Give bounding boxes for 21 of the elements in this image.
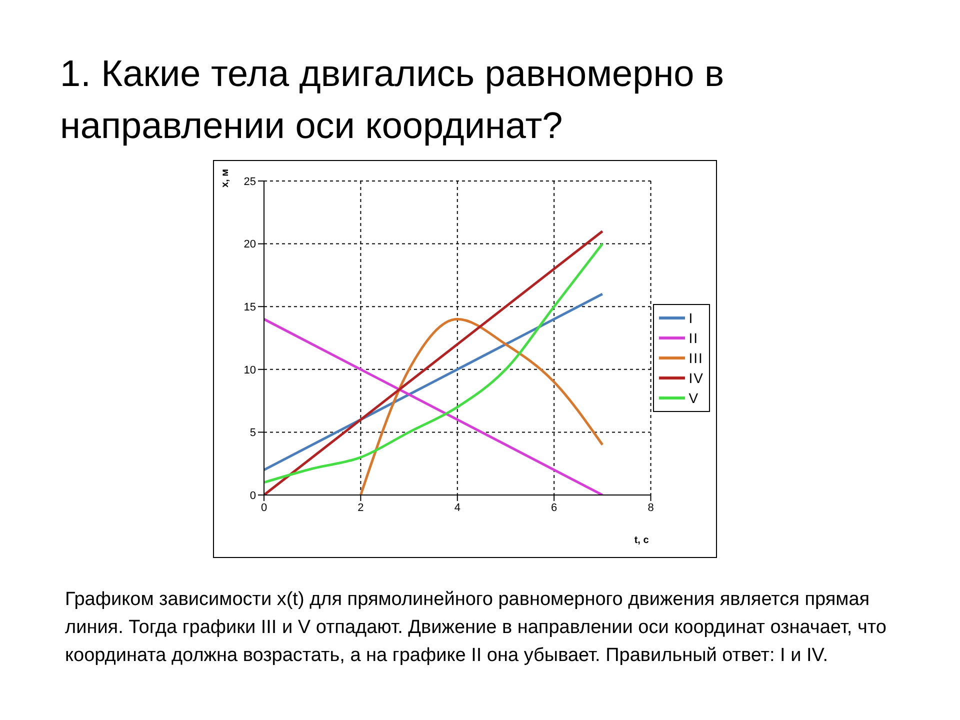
legend-label: II bbox=[688, 330, 699, 346]
line-series bbox=[359, 318, 604, 495]
legend-label: I bbox=[688, 310, 694, 326]
legend-label: V bbox=[688, 390, 700, 406]
y-axis-title: x, м bbox=[220, 169, 231, 188]
chart-title: 1. Какие тела двигались равномерно в направлении оси координат? bbox=[60, 52, 726, 148]
y-tick-label: 25 bbox=[244, 176, 256, 188]
x-tick-label: 8 bbox=[648, 502, 654, 514]
x-tick-label: 4 bbox=[454, 502, 460, 514]
y-tick-label: 20 bbox=[244, 238, 256, 251]
y-tick-label: 0 bbox=[250, 490, 256, 502]
y-tick-label: 15 bbox=[244, 302, 256, 314]
legend-label: III bbox=[688, 350, 704, 366]
legend-label: IV bbox=[688, 370, 704, 386]
y-tick-label: 10 bbox=[244, 364, 256, 376]
text: Графиком зависимости x(t) для прямолинейного равномерного движения является прямая линия. Тогда графики III и V отпадают. Движение в направлении оси координат означает, что координата должна возрастать, а на графике II она убывает. Правильный ответ: I и IV. bbox=[65, 588, 888, 668]
x-tick-label: 0 bbox=[260, 502, 268, 514]
x-tick-label: 6 bbox=[551, 502, 558, 514]
x-axis-title: t, с bbox=[634, 535, 650, 546]
y-tick-label: 5 bbox=[250, 427, 256, 440]
x-tick-label: 2 bbox=[358, 502, 364, 514]
